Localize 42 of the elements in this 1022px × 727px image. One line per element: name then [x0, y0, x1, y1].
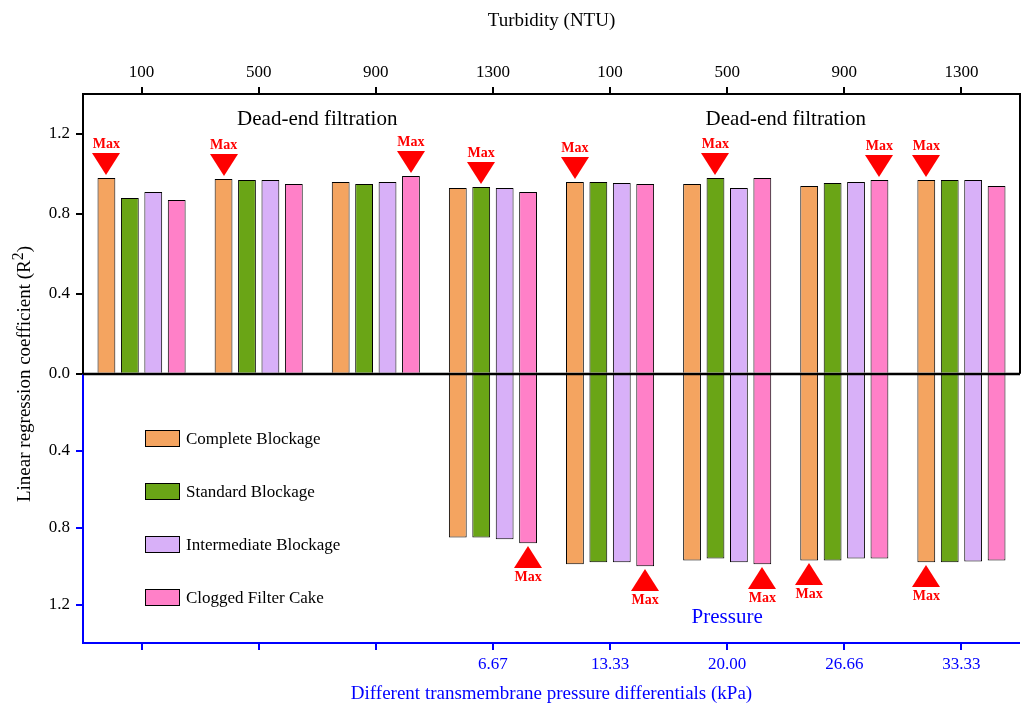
annotation: Max	[631, 591, 659, 607]
annotation: Max	[912, 587, 940, 603]
legend-label: Complete Blockage	[186, 428, 321, 449]
annotation: Max	[748, 589, 776, 605]
annotation: Max	[865, 137, 894, 153]
x-tick-label: 6.67	[478, 653, 509, 673]
x-tick-label: 900	[363, 62, 389, 82]
x-tick-label: 33.33	[942, 653, 981, 673]
annotation: Max	[92, 135, 121, 151]
x-axis-title: Turbidity (NTU)	[487, 9, 616, 32]
x-tick-label: 100	[128, 62, 155, 82]
y-tick-label: 0.8	[48, 517, 70, 537]
y-tick-label: 0.0	[48, 363, 70, 383]
legend-label: Clogged Filter Cake	[186, 587, 324, 608]
x-tick-label: 1300	[944, 62, 979, 82]
x-tick-label: 900	[831, 62, 858, 82]
annotation: Dead-end filtration	[705, 105, 867, 130]
y-tick-label: 0.4	[48, 283, 71, 303]
legend-label: Standard Blockage	[186, 481, 315, 502]
y-tick-label: 1.2	[48, 593, 70, 613]
x-axis-title: Different transmembrane pressure differentials (kPa)	[350, 681, 753, 704]
annotation: Max	[209, 136, 238, 152]
annotation: Max	[912, 137, 940, 153]
annotation: Max	[514, 568, 542, 584]
x-tick-label: 1300	[475, 62, 510, 82]
x-tick-label: 500	[714, 62, 740, 82]
x-tick-label: 500	[245, 62, 272, 82]
x-tick-label: 13.33	[590, 653, 630, 673]
annotation: Pressure	[691, 603, 763, 628]
y-tick-label: 0.8	[48, 203, 70, 223]
legend-label: Intermediate Blockage	[186, 534, 341, 555]
annotation: Max	[397, 133, 425, 149]
y-tick-label: 1.2	[48, 123, 70, 143]
annotation: Dead-end filtration	[237, 105, 398, 130]
annotation: Max	[701, 135, 730, 151]
annotation: Max	[467, 144, 495, 160]
x-tick-label: 20.00	[708, 653, 747, 673]
x-tick-label: 100	[597, 62, 623, 82]
x-tick-label: 26.66	[825, 653, 864, 673]
annotation: Max	[795, 585, 823, 601]
annotation: Max	[561, 139, 589, 155]
y-tick-label: 0.4	[48, 440, 71, 460]
